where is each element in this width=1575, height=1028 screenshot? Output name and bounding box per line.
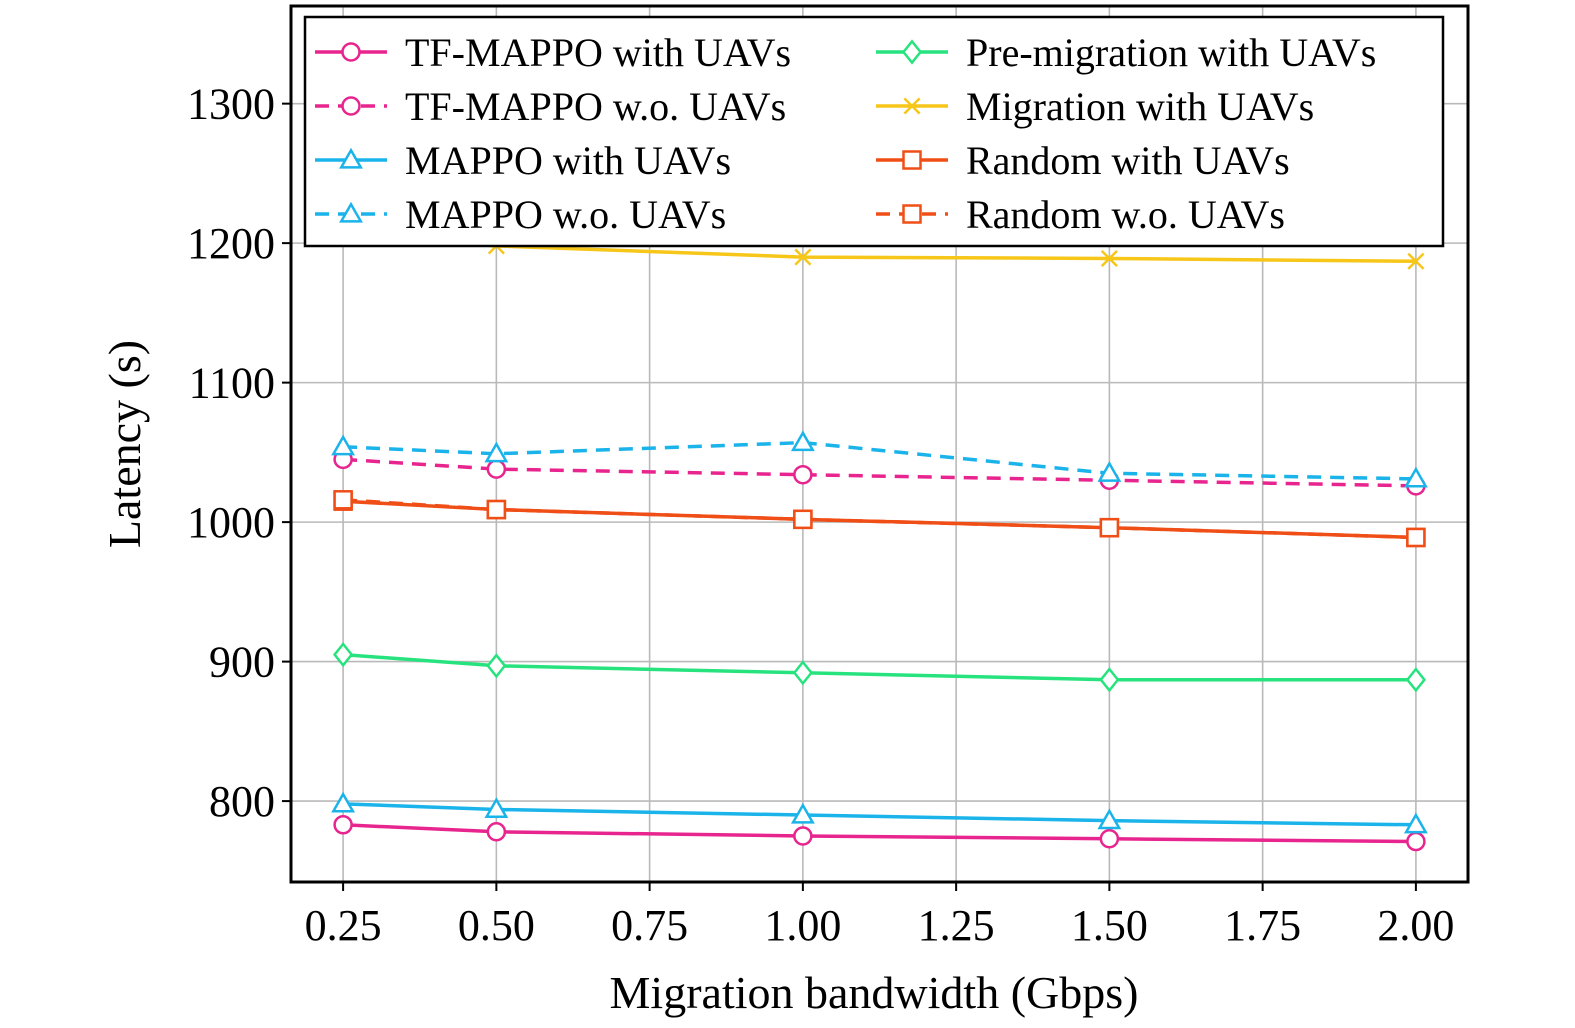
y-tick-label: 1300 (187, 80, 275, 129)
data-point (792, 660, 813, 686)
legend-marker (903, 97, 921, 115)
plot-frame (289, 4, 1470, 884)
legend-marker (901, 39, 923, 65)
series-pre-migration-with-uavs (333, 642, 1426, 693)
data-point (484, 441, 509, 463)
x-tick-label: 1.50 (1071, 901, 1148, 950)
legend-label: MAPPO w.o. UAVs (405, 192, 726, 237)
data-point (486, 822, 507, 842)
series-mappo-with-uavs (331, 791, 1428, 834)
legend-item-pre-migration-with-uavs: Pre-migration with UAVs (876, 30, 1376, 75)
x-tick-label: 0.25 (305, 901, 382, 950)
axis-ticks: 0.25 0.50 0.75 1.00 1.25 1.50 1.75 2.00 800 900 10… (187, 80, 1454, 950)
data-point (333, 490, 353, 510)
legend-item-random-with-uavs: Random with UAVs (876, 138, 1290, 183)
legend-box (303, 15, 1445, 248)
legend-label: Migration with UAVs (966, 84, 1314, 129)
legend-item-mappo-with-uavs: MAPPO with UAVs (315, 138, 731, 183)
legend-marker (339, 147, 363, 169)
legend-marker (902, 204, 922, 224)
data-point (331, 791, 356, 813)
x-tick-label: 2.00 (1377, 901, 1454, 950)
legend-marker (902, 150, 922, 170)
data-point (1406, 527, 1426, 548)
data-point (1099, 517, 1120, 538)
legend-label: Pre-migration with UAVs (966, 30, 1376, 75)
data-point (793, 826, 813, 846)
y-tick-label: 1100 (189, 359, 275, 408)
data-point (486, 653, 507, 679)
data-point (486, 499, 507, 520)
data-point (794, 248, 812, 266)
y-tick-label: 800 (209, 777, 275, 826)
series-layer (331, 227, 1428, 852)
legend-label: Random w.o. UAVs (966, 192, 1285, 237)
data-point (1099, 829, 1120, 849)
y-tick-label: 900 (209, 638, 275, 687)
data-point (484, 797, 509, 819)
x-tick-label: 1.75 (1224, 901, 1301, 950)
legend-marker (339, 201, 363, 223)
series-mappo-w-o-uavs (331, 430, 1428, 488)
legend-label: Random with UAVs (966, 138, 1290, 183)
legend-marker (341, 42, 361, 62)
x-tick-label: 1.25 (918, 901, 995, 950)
data-point (331, 434, 356, 456)
x-axis-title: Migration bandwidth (Gbps) (610, 967, 1139, 1018)
y-tick-label: 1200 (187, 219, 275, 268)
series-tf-mappo-with-uavs (333, 815, 1426, 852)
x-tick-label: 0.75 (611, 901, 688, 950)
data-point (1405, 667, 1426, 693)
legend-label: MAPPO with UAVs (405, 138, 731, 183)
legend-marker (341, 96, 361, 116)
legend-label: TF-MAPPO w.o. UAVs (405, 84, 786, 129)
x-tick-label: 0.50 (458, 901, 535, 950)
data-point (333, 642, 354, 668)
data-point (1407, 252, 1425, 270)
legend: TF-MAPPO with UAVs TF-MAPPO w.o. UAVs MAPP… (303, 15, 1445, 248)
legend-item-random-w-o-uavs: Random w.o. UAVs (876, 192, 1285, 237)
data-point (1097, 808, 1122, 830)
data-point (1403, 812, 1428, 834)
data-point (1100, 249, 1118, 268)
legend-item-migration-with-uavs: Migration with UAVs (876, 84, 1314, 129)
series-random-w-o-uavs (333, 490, 1426, 548)
y-axis-title: Latency (s) (99, 340, 150, 548)
legend-item-tf-mappo-w-o-uavs: TF-MAPPO w.o. UAVs (315, 84, 786, 129)
data-point (790, 802, 815, 824)
x-tick-label: 1.00 (764, 901, 841, 950)
legend-item-tf-mappo-with-uavs: TF-MAPPO with UAVs (315, 30, 791, 75)
data-point (793, 464, 813, 485)
data-point (790, 430, 815, 452)
data-point (1097, 460, 1122, 482)
data-point (486, 459, 507, 479)
data-point (1099, 667, 1120, 693)
data-point (1406, 831, 1426, 852)
legend-label: TF-MAPPO with UAVs (405, 30, 791, 75)
data-point (1403, 466, 1428, 488)
y-tick-label: 1000 (187, 498, 275, 547)
data-point (333, 815, 353, 835)
legend-item-mappo-w-o-uavs: MAPPO w.o. UAVs (315, 192, 726, 237)
data-point (793, 509, 813, 530)
